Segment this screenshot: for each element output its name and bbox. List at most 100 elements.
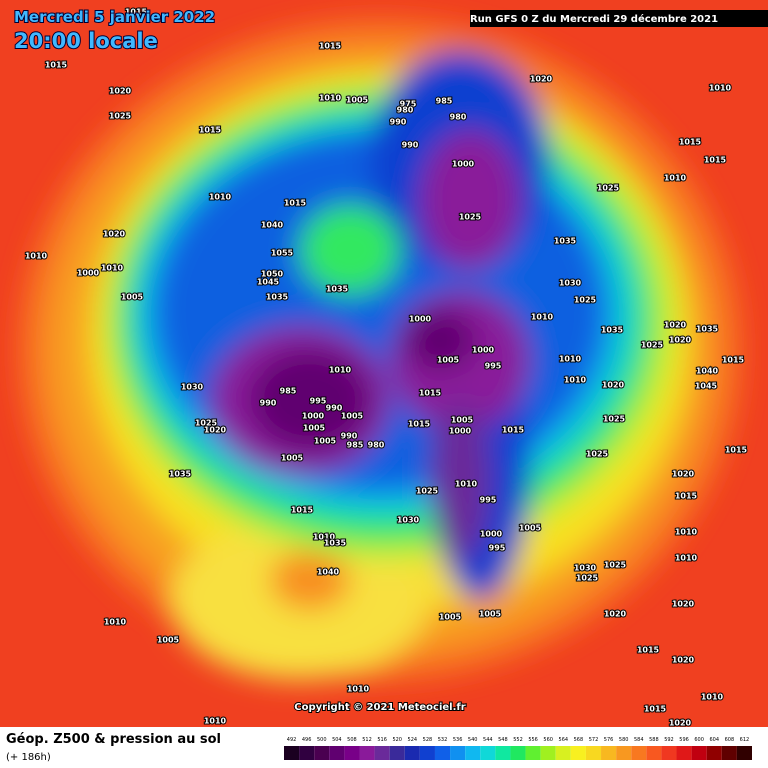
isobar-label: 1030 — [397, 516, 420, 525]
isobar-label: 1010 — [329, 366, 352, 375]
scale-swatch — [314, 746, 330, 760]
isobar-label: 1005 — [281, 454, 304, 463]
isobar-label: 1040 — [317, 568, 340, 577]
scale-label: 560 — [543, 737, 553, 743]
run-box — [470, 10, 768, 27]
isobar-label: 990 — [341, 432, 358, 441]
scale-swatch — [284, 746, 300, 760]
scale-swatch — [404, 746, 420, 760]
scale-swatch — [736, 746, 752, 760]
isobar-label: 1005 — [121, 293, 144, 302]
isobar-label: 1000 — [77, 269, 100, 278]
isobar-label: 995 — [485, 362, 502, 371]
scale-label: 508 — [347, 737, 357, 743]
scale-label: 516 — [377, 737, 387, 743]
isobar-label: 1040 — [261, 221, 284, 230]
map-date: Mercredi 5 janvier 2022 — [14, 8, 215, 26]
isobar-label: 985 — [436, 97, 453, 106]
geopotential-field — [0, 0, 768, 727]
isobar-label: 1000 — [449, 427, 472, 436]
scale-swatch — [570, 746, 586, 760]
isobar-label: 990 — [402, 141, 419, 150]
scale-label: 520 — [392, 737, 402, 743]
isobar-label: 1025 — [603, 415, 626, 424]
copyright: Copyright © 2021 Meteociel.fr — [294, 702, 465, 713]
isobar-label: 1015 — [319, 42, 342, 51]
isobar-label: 980 — [450, 113, 467, 122]
isobar-label: 990 — [326, 404, 343, 413]
scale-label: 492 — [287, 737, 297, 743]
isobar-label: 985 — [280, 387, 297, 396]
scale-swatch — [646, 746, 662, 760]
isobar-label: 1010 — [347, 685, 370, 694]
scale-label: 564 — [559, 737, 569, 743]
isobar-label: 1020 — [103, 230, 126, 239]
isobar-label: 1020 — [672, 656, 695, 665]
scale-swatch — [419, 746, 435, 760]
isobar-label: 1015 — [675, 492, 698, 501]
isobar-label: 1025 — [416, 487, 439, 496]
scale-label: 528 — [423, 737, 433, 743]
scale-swatch — [525, 746, 541, 760]
isobar-label: 1035 — [324, 539, 347, 548]
legend-subtitle: (+ 186h) — [6, 752, 51, 763]
isobar-label: 995 — [310, 397, 327, 406]
isobar-label: 1025 — [604, 561, 627, 570]
scale-swatch — [601, 746, 617, 760]
isobar-label: 1020 — [672, 600, 695, 609]
scale-label: 540 — [468, 737, 478, 743]
isobar-label: 1010 — [701, 693, 724, 702]
isobar-label: 1020 — [204, 426, 227, 435]
scale-swatch — [585, 746, 602, 760]
scale-swatch — [691, 746, 707, 760]
isobar-label: 1025 — [459, 213, 482, 222]
isobar-label: 1015 — [408, 420, 431, 429]
isobar-label: 1030 — [181, 383, 204, 392]
isobar-label: 1035 — [169, 470, 192, 479]
scale-swatch — [540, 746, 556, 760]
isobar-label: 985 — [347, 441, 364, 450]
scale-swatch — [631, 746, 647, 760]
scale-swatch — [555, 746, 571, 760]
scale-swatch — [374, 746, 390, 760]
isobar-label: 1015 — [199, 126, 222, 135]
isobar-label: 1015 — [419, 389, 442, 398]
isobar-label: 1000 — [472, 346, 495, 355]
isobar-label: 1010 — [455, 480, 478, 489]
isobar-label: 1020 — [672, 470, 695, 479]
isobar-label: 1020 — [669, 336, 692, 345]
isobar-label: 1025 — [641, 341, 664, 350]
isobar-label: 1020 — [602, 381, 625, 390]
isobar-label: 1025 — [576, 574, 599, 583]
isobar-label: 1025 — [597, 184, 620, 193]
isobar-label: 1015 — [725, 446, 748, 455]
isobar-label: 1055 — [271, 249, 294, 258]
isobar-label: 1035 — [266, 293, 289, 302]
isobar-label: 1005 — [439, 613, 462, 622]
isobar-label: 1045 — [695, 382, 718, 391]
isobar-label: 1035 — [696, 325, 719, 334]
isobar-label: 1015 — [45, 61, 68, 70]
isobar-label: 1005 — [519, 524, 542, 533]
scale-label: 584 — [634, 737, 644, 743]
isobar-label: 1000 — [409, 315, 432, 324]
scale-swatch — [706, 746, 722, 760]
scale-swatch — [510, 746, 526, 760]
isobar-label: 990 — [390, 118, 407, 127]
isobar-label: 1015 — [644, 705, 667, 714]
isobar-label: 1000 — [302, 412, 325, 421]
isobar-label: 1035 — [326, 285, 349, 294]
scale-label: 608 — [725, 737, 735, 743]
isobar-label: 1015 — [704, 156, 727, 165]
isobar-label: 1000 — [480, 530, 503, 539]
scale-label: 612 — [740, 737, 750, 743]
isobar-label: 1015 — [637, 646, 660, 655]
isobar-label: 1020 — [669, 719, 692, 728]
isobar-label: 1015 — [284, 199, 307, 208]
isobar-label: 1040 — [696, 367, 719, 376]
isobar-label: 995 — [480, 496, 497, 505]
scale-swatch — [616, 746, 632, 760]
scale-label: 604 — [709, 737, 719, 743]
scale-swatch — [480, 746, 496, 760]
